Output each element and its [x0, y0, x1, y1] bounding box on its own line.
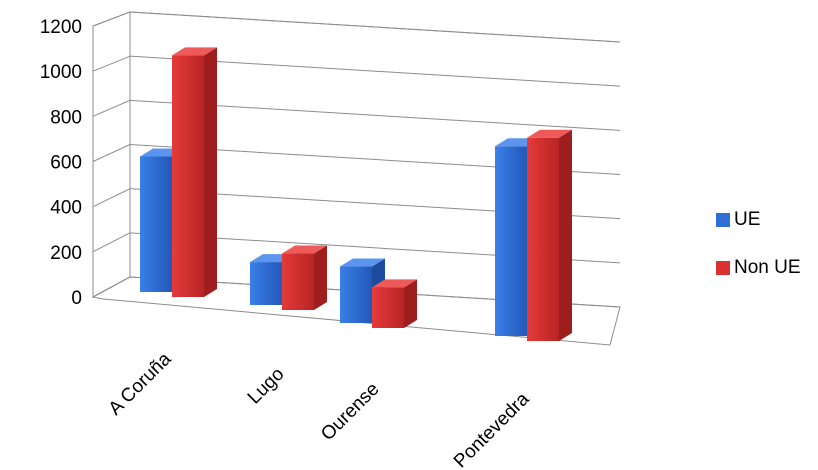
legend-item-non-ue: Non UE: [716, 254, 801, 282]
bar-non-ue-1: [282, 246, 327, 310]
bar-front: [140, 157, 172, 293]
bar-side: [204, 47, 217, 297]
bar-front: [495, 146, 527, 336]
y-tick-label: 600: [50, 153, 82, 174]
y-tick-label: 1000: [40, 62, 82, 83]
y-tick-label: 1200: [40, 17, 82, 38]
y-axis-ticks: 0 200 400 600 800 1000 1200: [40, 17, 82, 309]
legend-item-ue: UE: [716, 206, 801, 234]
bar-side: [314, 246, 327, 310]
legend-label-ue: UE: [734, 209, 760, 231]
bar-side: [559, 130, 572, 341]
legend-swatch-ue: [716, 213, 730, 227]
y-tick-label: 0: [71, 288, 82, 309]
legend-label-non-ue: Non UE: [734, 257, 801, 279]
bar-non-ue-3: [527, 130, 572, 341]
y-tick-label: 200: [50, 243, 82, 264]
bar-non-ue-0: [172, 47, 217, 297]
bar-side: [404, 279, 417, 328]
bar-front: [527, 138, 559, 341]
bar-front: [172, 55, 204, 297]
x-label-3: Pontevedra: [450, 388, 534, 470]
x-label-1: Lugo: [244, 364, 289, 409]
bar-front: [250, 262, 282, 305]
legend: UE Non UE: [716, 206, 801, 302]
gridline-back: [130, 12, 620, 42]
bar-non-ue-2: [372, 279, 417, 328]
left-wall: [93, 12, 130, 297]
x-axis-labels: A Coruña Lugo Ourense Pontevedra: [105, 348, 534, 470]
bar-front: [282, 254, 314, 310]
y-tick-label: 400: [50, 198, 82, 219]
bar-front: [340, 267, 372, 323]
x-label-2: Ourense: [317, 379, 383, 445]
x-label-0: A Coruña: [105, 348, 176, 419]
bar-front: [372, 287, 404, 328]
legend-swatch-non-ue: [716, 261, 730, 275]
y-tick-label: 800: [50, 107, 82, 128]
